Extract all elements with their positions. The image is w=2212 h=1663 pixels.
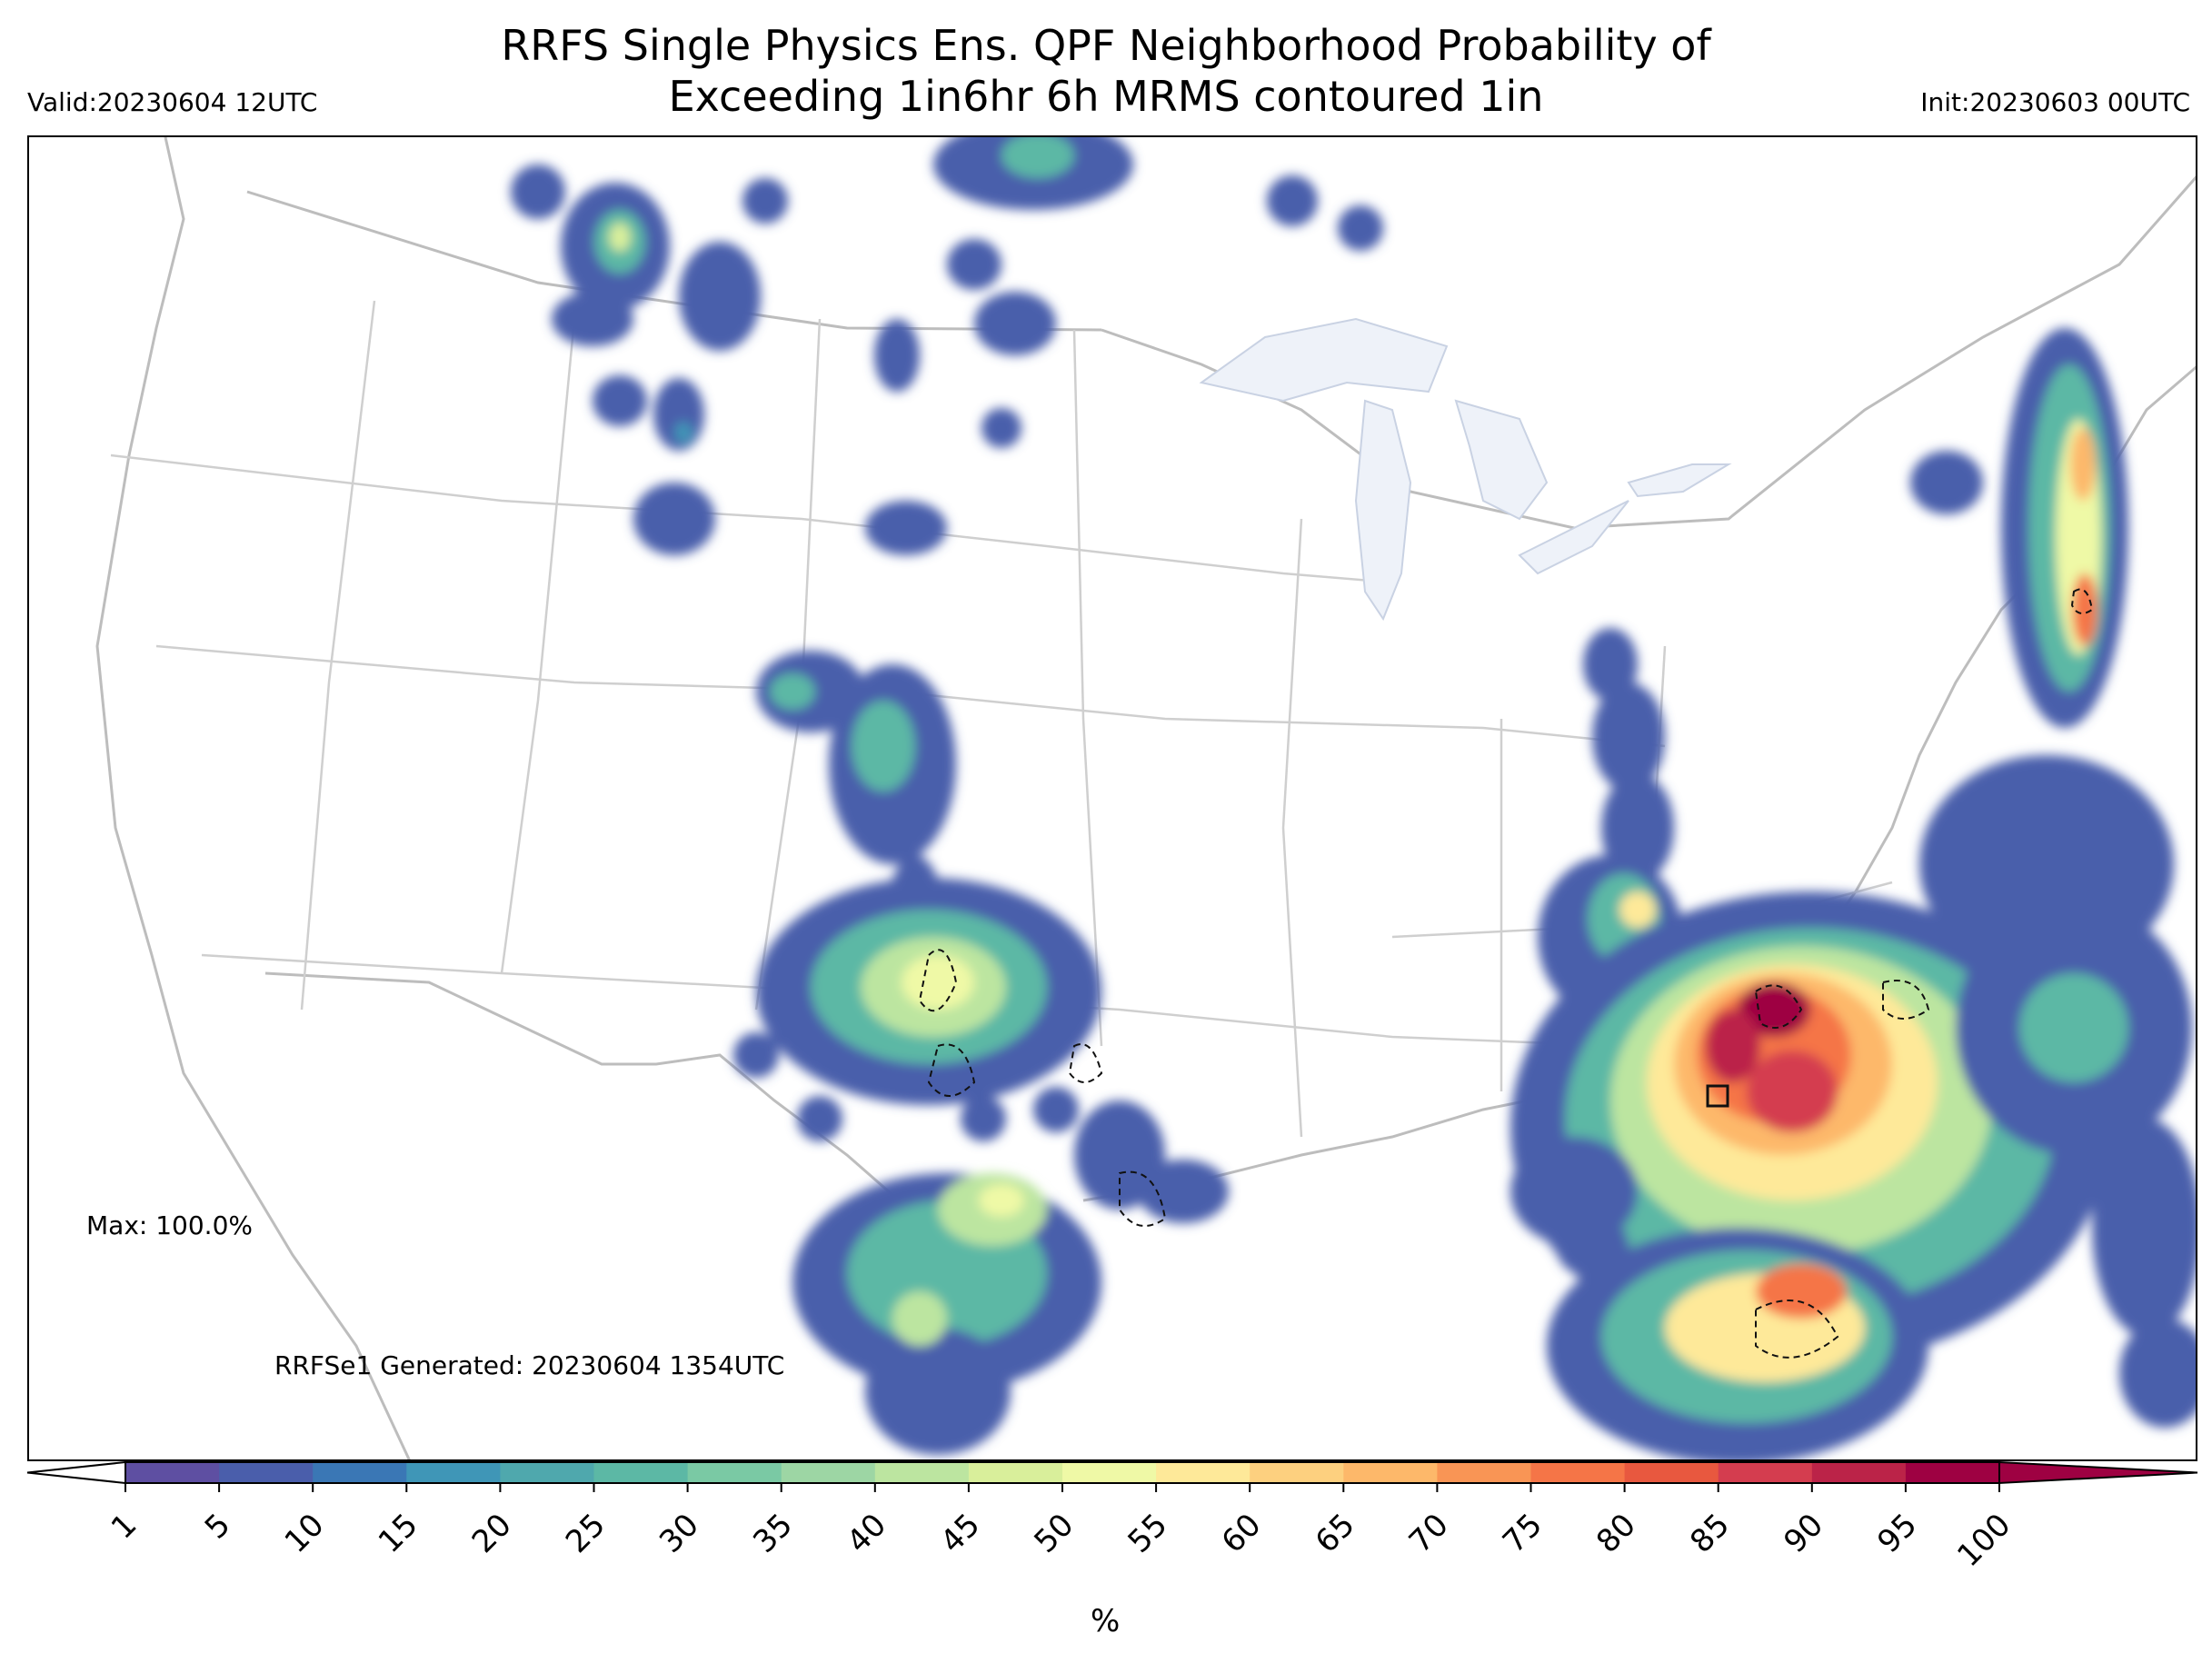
colorbar-segment <box>874 1462 970 1483</box>
map-panel: Max: 100.0% RRFSe1 Generated: 20230604 1… <box>27 135 2197 1461</box>
colorbar-tick-label: 60 <box>1215 1507 1269 1560</box>
colorbar-segment <box>687 1462 782 1483</box>
colorbar-segment <box>1905 1462 2000 1483</box>
colorbar-segment <box>1156 1462 1250 1483</box>
colorbar-tick-label: 40 <box>840 1507 893 1560</box>
great-lakes <box>1199 317 1732 622</box>
colorbar-tick-label: 30 <box>653 1507 706 1560</box>
mrms-contours <box>918 588 2094 1359</box>
colorbar-segment <box>313 1462 407 1483</box>
colorbar-tick-label: 80 <box>1589 1507 1643 1560</box>
init-time-label: Init:20230603 00UTC <box>1920 87 2190 117</box>
colorbar-tick-label: 85 <box>1683 1507 1737 1560</box>
colorbar-segment <box>1530 1462 1626 1483</box>
colorbar-tick-label: 45 <box>933 1507 987 1560</box>
valid-time-label: Valid:20230604 12UTC <box>27 87 318 117</box>
colorbar-extend-low <box>26 1460 126 1485</box>
lake-huron <box>1454 399 1549 521</box>
colorbar-tick-label: 35 <box>746 1507 800 1560</box>
west-coastline <box>95 137 411 1459</box>
colorbar-segment <box>1250 1462 1344 1483</box>
colorbar-tick-label: 75 <box>1496 1507 1549 1560</box>
colorbar-segment <box>219 1462 314 1483</box>
colorbar-segment <box>1718 1462 1813 1483</box>
colorbar-tick-label: 20 <box>465 1507 519 1560</box>
colorbar-tick-label: 50 <box>1027 1507 1081 1560</box>
colorbar-tick-label: 65 <box>1309 1507 1362 1560</box>
lake-erie <box>1518 500 1629 575</box>
colorbar-tick-label: 10 <box>278 1507 332 1560</box>
colorbar-segments <box>26 1460 2198 1485</box>
chart-title: RRFS Single Physics Ens. QPF Neighborhoo… <box>0 20 2212 122</box>
colorbar-tick-label: 100 <box>1950 1507 2018 1574</box>
colorbar-tick-label: 15 <box>372 1507 425 1560</box>
colorbar: 1 5 10 15 20 25 30 35 40 45 50 55 60 65 70 75 80 85 90 95 10… <box>26 1460 2198 1574</box>
colorbar-segment <box>1437 1462 1531 1483</box>
lake-michigan <box>1354 399 1412 622</box>
colorbar-ticks: 1 5 10 15 20 25 30 35 40 45 50 55 60 65 70 75 80 85 90 95 10… <box>105 1483 2018 1574</box>
max-value-label: Max: 100.0% <box>86 1210 253 1240</box>
colorbar-tick-label: 55 <box>1121 1507 1175 1560</box>
colorbar-segment <box>125 1462 220 1483</box>
max-location-marker <box>1706 1084 1729 1108</box>
title-line-1: RRFS Single Physics Ens. QPF Neighborhoo… <box>501 21 1711 70</box>
colorbar-segment <box>406 1462 501 1483</box>
probability-field <box>511 137 2196 1459</box>
colorbar-segment <box>1062 1462 1157 1483</box>
colorbar-tick-label: 1 <box>105 1507 144 1547</box>
colorbar-segment <box>1343 1462 1438 1483</box>
map-canvas <box>95 137 2196 1459</box>
colorbar-tick-label: 90 <box>1777 1507 1830 1560</box>
colorbar-extend-high <box>1998 1460 2198 1485</box>
colorbar-segment <box>1624 1462 1719 1483</box>
title-line-2: Exceeding 1in6hr 6h MRMS contoured 1in <box>668 72 1544 121</box>
colorbar-segment <box>1811 1462 1907 1483</box>
colorbar-segment <box>968 1462 1063 1483</box>
colorbar-segment <box>781 1462 876 1483</box>
colorbar-segment <box>500 1462 594 1483</box>
colorbar-tick-label: 25 <box>559 1507 613 1560</box>
colorbar-tick-label: 5 <box>198 1507 238 1547</box>
colorbar-segment <box>593 1462 689 1483</box>
colorbar-unit-label: % <box>1091 1603 1121 1639</box>
colorbar-tick-label: 70 <box>1402 1507 1456 1560</box>
colorbar-tick-label: 95 <box>1870 1507 1924 1560</box>
lake-superior <box>1199 317 1449 403</box>
generated-time-label: RRFSe1 Generated: 20230604 1354UTC <box>274 1350 785 1380</box>
lake-ontario <box>1627 463 1732 498</box>
